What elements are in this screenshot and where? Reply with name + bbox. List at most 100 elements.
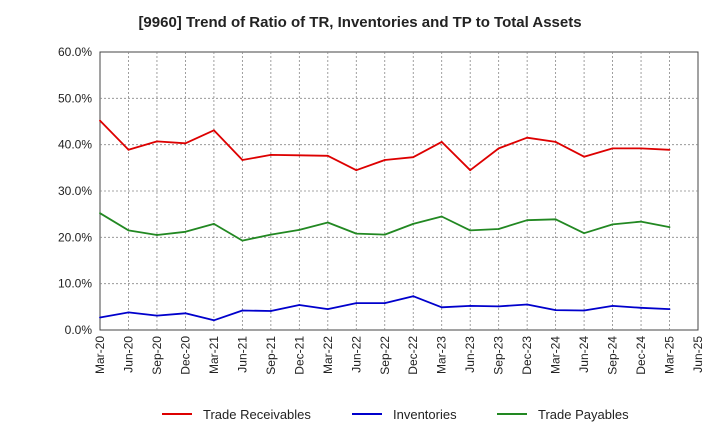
data-point-inventories xyxy=(412,295,415,298)
data-point-inventories xyxy=(270,310,272,312)
x-tick-label: Mar-23 xyxy=(435,336,449,374)
data-point-trade-receivables xyxy=(497,147,500,150)
chart-title: [9960] Trend of Ratio of TR, Inventories… xyxy=(138,14,582,31)
plot-area xyxy=(99,51,699,331)
data-point-trade-payables xyxy=(326,221,329,224)
data-point-trade-payables xyxy=(497,228,500,230)
x-tick-label: Sep-20 xyxy=(150,336,164,375)
legend-label-trade-receivables: Trade Receivables xyxy=(203,407,311,422)
data-point-trade-payables xyxy=(270,233,272,236)
data-point-trade-payables xyxy=(526,219,528,222)
legend-label-trade-payables: Trade Payables xyxy=(538,407,629,422)
data-point-trade-payables xyxy=(184,230,187,233)
data-point-trade-receivables xyxy=(668,148,671,151)
y-tick-label: 10.0% xyxy=(58,277,92,291)
data-point-inventories xyxy=(640,306,642,309)
data-point-inventories xyxy=(213,319,215,322)
data-point-trade-receivables xyxy=(99,119,101,122)
data-point-trade-receivables xyxy=(640,147,642,150)
data-point-inventories xyxy=(526,303,528,306)
x-tick-label: Sep-23 xyxy=(492,336,506,375)
legend-label-inventories: Inventories xyxy=(393,407,457,422)
data-point-trade-receivables xyxy=(355,169,358,172)
legend: Trade Receivables Inventories Trade Payabl… xyxy=(162,407,629,422)
x-tick-label: Jun-23 xyxy=(463,336,477,373)
x-tick-label: Dec-24 xyxy=(634,336,648,375)
x-tick-label: Jun-25 xyxy=(691,336,705,373)
data-point-trade-receivables xyxy=(583,155,585,158)
data-point-trade-payables xyxy=(298,229,301,231)
data-point-inventories xyxy=(127,311,130,314)
x-tick-label: Jun-24 xyxy=(577,336,591,373)
x-tick-label: Dec-20 xyxy=(178,336,192,375)
y-tick-label: 50.0% xyxy=(58,91,92,105)
data-point-inventories xyxy=(355,302,358,304)
data-point-trade-receivables xyxy=(526,136,528,139)
x-tick-label: Dec-23 xyxy=(520,336,534,375)
data-point-trade-receivables xyxy=(383,159,386,161)
series-lines xyxy=(99,119,671,322)
data-point-inventories xyxy=(156,314,158,317)
y-tick-label: 0.0% xyxy=(65,323,93,337)
data-point-inventories xyxy=(440,306,443,309)
data-point-trade-receivables xyxy=(127,148,130,151)
data-point-trade-receivables xyxy=(440,141,443,143)
x-tick-label: Dec-21 xyxy=(292,336,306,375)
x-tick-label: Mar-24 xyxy=(549,336,563,374)
x-tick-label: Dec-22 xyxy=(406,336,420,375)
data-point-trade-receivables xyxy=(469,169,472,172)
data-point-trade-receivables xyxy=(611,147,614,150)
data-point-trade-payables xyxy=(355,232,358,235)
data-point-inventories xyxy=(497,305,500,308)
data-point-inventories xyxy=(611,305,614,307)
data-point-trade-payables xyxy=(611,223,614,226)
x-tick-label: Mar-25 xyxy=(663,336,677,374)
data-point-trade-receivables xyxy=(326,154,329,157)
data-point-trade-payables xyxy=(213,223,215,225)
data-point-inventories xyxy=(469,305,472,307)
data-point-trade-payables xyxy=(554,218,557,221)
y-tick-label: 60.0% xyxy=(58,45,92,59)
x-axis-ticks: Mar-20 Jun-20 Sep-20 Dec-20 Mar-21 Jun-21 Sep-… xyxy=(93,336,705,375)
data-point-trade-receivables xyxy=(554,141,557,143)
data-point-inventories xyxy=(184,312,187,315)
data-point-trade-receivables xyxy=(298,154,301,157)
data-point-inventories xyxy=(298,304,301,306)
data-point-trade-receivables xyxy=(156,140,158,143)
x-tick-label: Mar-21 xyxy=(207,336,221,374)
x-tick-label: Jun-20 xyxy=(121,336,135,373)
x-tick-label: Sep-21 xyxy=(264,336,278,375)
x-tick-label: Sep-22 xyxy=(378,336,392,375)
data-point-inventories xyxy=(668,308,671,310)
data-point-inventories xyxy=(583,309,585,312)
y-tick-label: 40.0% xyxy=(58,138,92,152)
data-point-trade-receivables xyxy=(241,159,244,161)
y-tick-label: 30.0% xyxy=(58,184,92,198)
data-point-inventories xyxy=(99,316,101,319)
data-point-trade-receivables xyxy=(213,129,215,132)
data-point-trade-receivables xyxy=(412,156,415,159)
data-point-trade-payables xyxy=(127,229,130,232)
x-tick-label: Jun-21 xyxy=(235,336,249,373)
data-point-trade-payables xyxy=(668,226,671,229)
data-point-trade-payables xyxy=(440,215,443,218)
data-point-trade-payables xyxy=(99,212,101,215)
x-tick-label: Mar-22 xyxy=(321,336,335,374)
data-point-inventories xyxy=(326,308,329,310)
data-point-trade-receivables xyxy=(270,154,272,156)
x-tick-label: Jun-22 xyxy=(349,336,363,373)
data-point-trade-payables xyxy=(640,220,642,223)
data-point-inventories xyxy=(554,309,557,311)
x-tick-label: Sep-24 xyxy=(606,336,620,375)
data-point-trade-payables xyxy=(583,232,585,235)
data-point-inventories xyxy=(383,302,386,304)
data-point-trade-payables xyxy=(241,239,244,242)
data-point-trade-payables xyxy=(383,233,386,236)
data-point-inventories xyxy=(241,309,244,312)
data-point-trade-payables xyxy=(412,223,415,225)
y-tick-label: 20.0% xyxy=(58,230,92,244)
data-point-trade-payables xyxy=(469,229,472,232)
data-point-trade-payables xyxy=(156,234,158,236)
